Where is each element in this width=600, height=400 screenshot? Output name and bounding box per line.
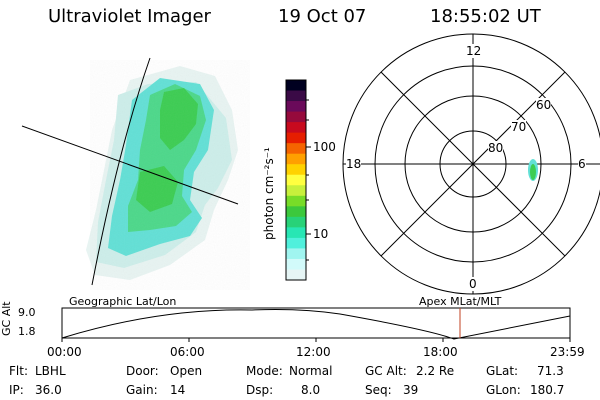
timeline-xtick-1200: 12:00 xyxy=(296,345,331,359)
lat-80-label: 80 xyxy=(488,141,504,155)
observation-date: 19 Oct 07 xyxy=(278,6,367,27)
ip-label: IP: xyxy=(9,383,24,397)
mlt-12-label: 12 xyxy=(465,44,483,58)
glat-label: GLat: xyxy=(486,364,519,378)
instrument-title: Ultraviolet Imager xyxy=(48,6,211,27)
colorbar-segment xyxy=(286,101,306,113)
timeline-xtick-1800: 18:00 xyxy=(423,345,458,359)
gcalt-value: 2.2 Re xyxy=(416,364,455,378)
seq-value: 39 xyxy=(403,383,419,397)
colorbar-segment xyxy=(286,269,306,281)
glat-value: 71.3 xyxy=(537,364,564,378)
mode-label: Mode: xyxy=(246,364,283,378)
dsp-label: Dsp: xyxy=(246,383,274,397)
altitude-curve xyxy=(61,309,571,340)
ip-value: 36.0 xyxy=(35,383,62,397)
lat-60-label: 60 xyxy=(536,98,552,112)
colorbar-segment xyxy=(286,248,306,260)
colorbar-segment xyxy=(286,227,306,239)
timeline-xtick-0600: 06:00 xyxy=(170,345,205,359)
timeline-right-title: Apex MLat/MLT xyxy=(419,295,502,308)
lat-70-label: 70 xyxy=(511,120,527,134)
glon-label: GLon: xyxy=(486,383,521,397)
colorbar-segment xyxy=(286,258,306,271)
seq-label: Seq: xyxy=(365,383,392,397)
colorbar-segment xyxy=(286,195,306,207)
colorbar-segment xyxy=(286,90,306,102)
gcalt-label: GC Alt: xyxy=(365,364,407,378)
colorbar-segment xyxy=(286,216,306,228)
colorbar-segment xyxy=(286,143,306,155)
polar-aurora-patch xyxy=(528,159,538,181)
dsp-value: 8.0 xyxy=(301,383,321,397)
door-value: Open xyxy=(170,364,203,378)
timeline-ytick-min: 1.8 xyxy=(18,325,36,338)
latitude-line xyxy=(21,125,239,205)
colorbar-segment xyxy=(286,122,306,134)
colorbar-segment xyxy=(286,185,306,197)
mode-value: Normal xyxy=(289,364,333,378)
glon-value: 180.7 xyxy=(530,383,565,397)
mlt-6-label: 6 xyxy=(578,157,586,171)
colorbar-segment xyxy=(286,206,306,218)
colorbar-segment xyxy=(286,164,306,176)
door-label: Door: xyxy=(126,364,159,378)
timeline-ytick-max: 9.0 xyxy=(18,306,36,319)
mlt-0-label: 0 xyxy=(469,277,477,291)
colorbar-tick-10: 10 xyxy=(313,227,329,241)
colorbar-segment xyxy=(286,153,306,165)
colorbar-segment xyxy=(286,132,306,144)
observation-time: 18:55:02 UT xyxy=(430,6,541,27)
colorbar-segment xyxy=(286,174,306,186)
timeline-xtick-0000: 00:00 xyxy=(47,345,82,359)
colorbar-segment xyxy=(286,237,306,250)
colorbar-tick-100: 100 xyxy=(313,140,336,154)
colorbar-segment xyxy=(286,80,306,92)
gain-label: Gain: xyxy=(126,383,158,397)
filter-label: Flt: xyxy=(9,364,28,378)
mlt-18-label: 18 xyxy=(346,157,362,171)
colorbar-segment xyxy=(286,111,306,123)
gain-value: 14 xyxy=(170,383,186,397)
filter-value: LBHL xyxy=(35,364,66,378)
timeline-left-title: Geographic Lat/Lon xyxy=(69,295,177,308)
timeline-xtick-2359: 23:59 xyxy=(550,345,585,359)
